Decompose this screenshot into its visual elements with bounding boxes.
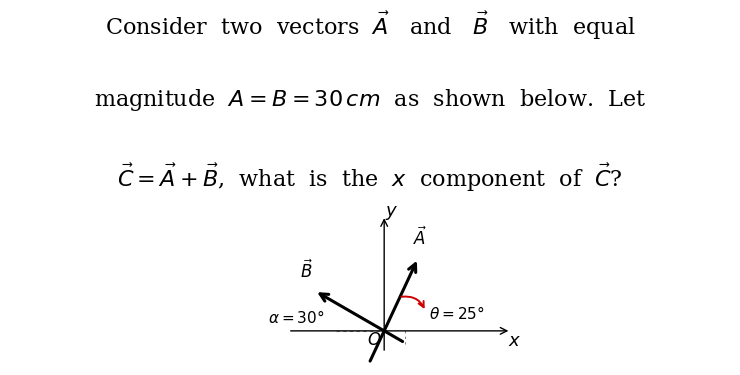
Text: $\alpha = 30°$: $\alpha = 30°$ bbox=[268, 309, 324, 326]
Text: magnitude  $A = B = 30\,cm$  as  shown  below.  Let: magnitude $A = B = 30\,cm$ as shown belo… bbox=[94, 87, 646, 113]
Text: $x$: $x$ bbox=[508, 332, 521, 350]
Text: $\vec{A}$: $\vec{A}$ bbox=[414, 226, 428, 249]
Text: $\theta = 25°$: $\theta = 25°$ bbox=[429, 305, 485, 322]
Text: $\vec{B}$: $\vec{B}$ bbox=[300, 260, 313, 282]
Text: $\vec{C} = \vec{A} + \vec{B}$,  what  is  the  $x$  component  of  $\vec{C}$?: $\vec{C} = \vec{A} + \vec{B}$, what is t… bbox=[117, 162, 623, 195]
Text: $y$: $y$ bbox=[385, 204, 398, 222]
Text: Consider  two  vectors  $\vec{A}$   and   $\vec{B}$   with  equal: Consider two vectors $\vec{A}$ and $\vec… bbox=[104, 10, 636, 42]
Text: $O$: $O$ bbox=[367, 332, 382, 349]
